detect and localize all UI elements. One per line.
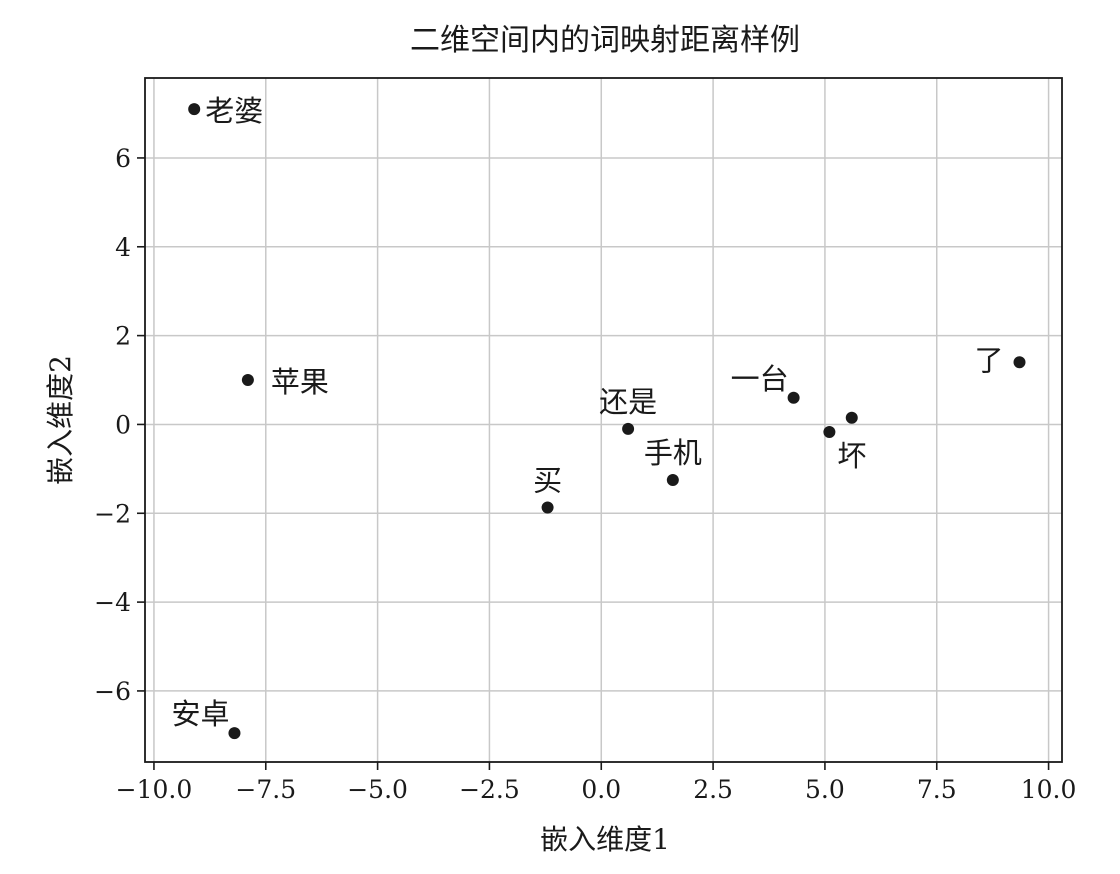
data-point bbox=[622, 422, 635, 435]
data-point bbox=[823, 425, 836, 438]
y-tick-label: 4 bbox=[115, 233, 131, 262]
data-point bbox=[787, 391, 800, 404]
y-tick-label: 2 bbox=[115, 322, 131, 351]
point-label: 了 bbox=[974, 343, 1003, 377]
point-label: 买 bbox=[533, 463, 562, 497]
x-tick-label: −7.5 bbox=[235, 775, 296, 804]
plot-frame bbox=[144, 77, 1063, 763]
y-axis: −6 −4 −2 0 2 4 6 bbox=[94, 144, 145, 706]
data-point bbox=[228, 727, 241, 740]
point-label: 安卓 bbox=[171, 697, 229, 731]
data-point bbox=[188, 103, 201, 116]
point-label: 还是 bbox=[599, 385, 657, 419]
point-label: 苹果 bbox=[271, 365, 329, 399]
y-tick-label: −4 bbox=[94, 588, 131, 617]
data-point bbox=[1013, 356, 1026, 369]
point-label: 手机 bbox=[644, 436, 702, 470]
x-tick-label: −10.0 bbox=[116, 775, 193, 804]
x-tick-label: 2.5 bbox=[693, 775, 733, 804]
point-label: 坏 bbox=[837, 439, 866, 473]
data-point bbox=[666, 473, 679, 486]
y-tick-label: 0 bbox=[115, 410, 131, 439]
grid bbox=[145, 78, 1062, 762]
x-tick-label: 0.0 bbox=[581, 775, 621, 804]
data-point bbox=[541, 501, 554, 514]
data-point bbox=[241, 374, 254, 387]
x-axis-title: 嵌入维度1 bbox=[540, 823, 670, 856]
y-axis-title: 嵌入维度2 bbox=[44, 355, 77, 485]
chart-title: 二维空间内的词映射距离样例 bbox=[410, 23, 800, 58]
x-tick-label: −2.5 bbox=[459, 775, 520, 804]
point-label: 老婆 bbox=[205, 94, 263, 128]
x-tick-label: −5.0 bbox=[347, 775, 408, 804]
data-point bbox=[845, 411, 858, 424]
x-axis: −10.0 −7.5 −5.0 −2.5 0.0 2.5 5.0 7.5 10.0 bbox=[116, 762, 1077, 804]
y-tick-label: 6 bbox=[115, 144, 131, 173]
y-tick-label: −6 bbox=[94, 677, 131, 706]
x-tick-label: 7.5 bbox=[917, 775, 957, 804]
x-tick-label: 5.0 bbox=[805, 775, 845, 804]
data-points bbox=[188, 103, 1026, 740]
point-label: 一台 bbox=[731, 362, 789, 396]
x-tick-label: 10.0 bbox=[1021, 775, 1077, 804]
y-tick-label: −2 bbox=[94, 499, 131, 528]
